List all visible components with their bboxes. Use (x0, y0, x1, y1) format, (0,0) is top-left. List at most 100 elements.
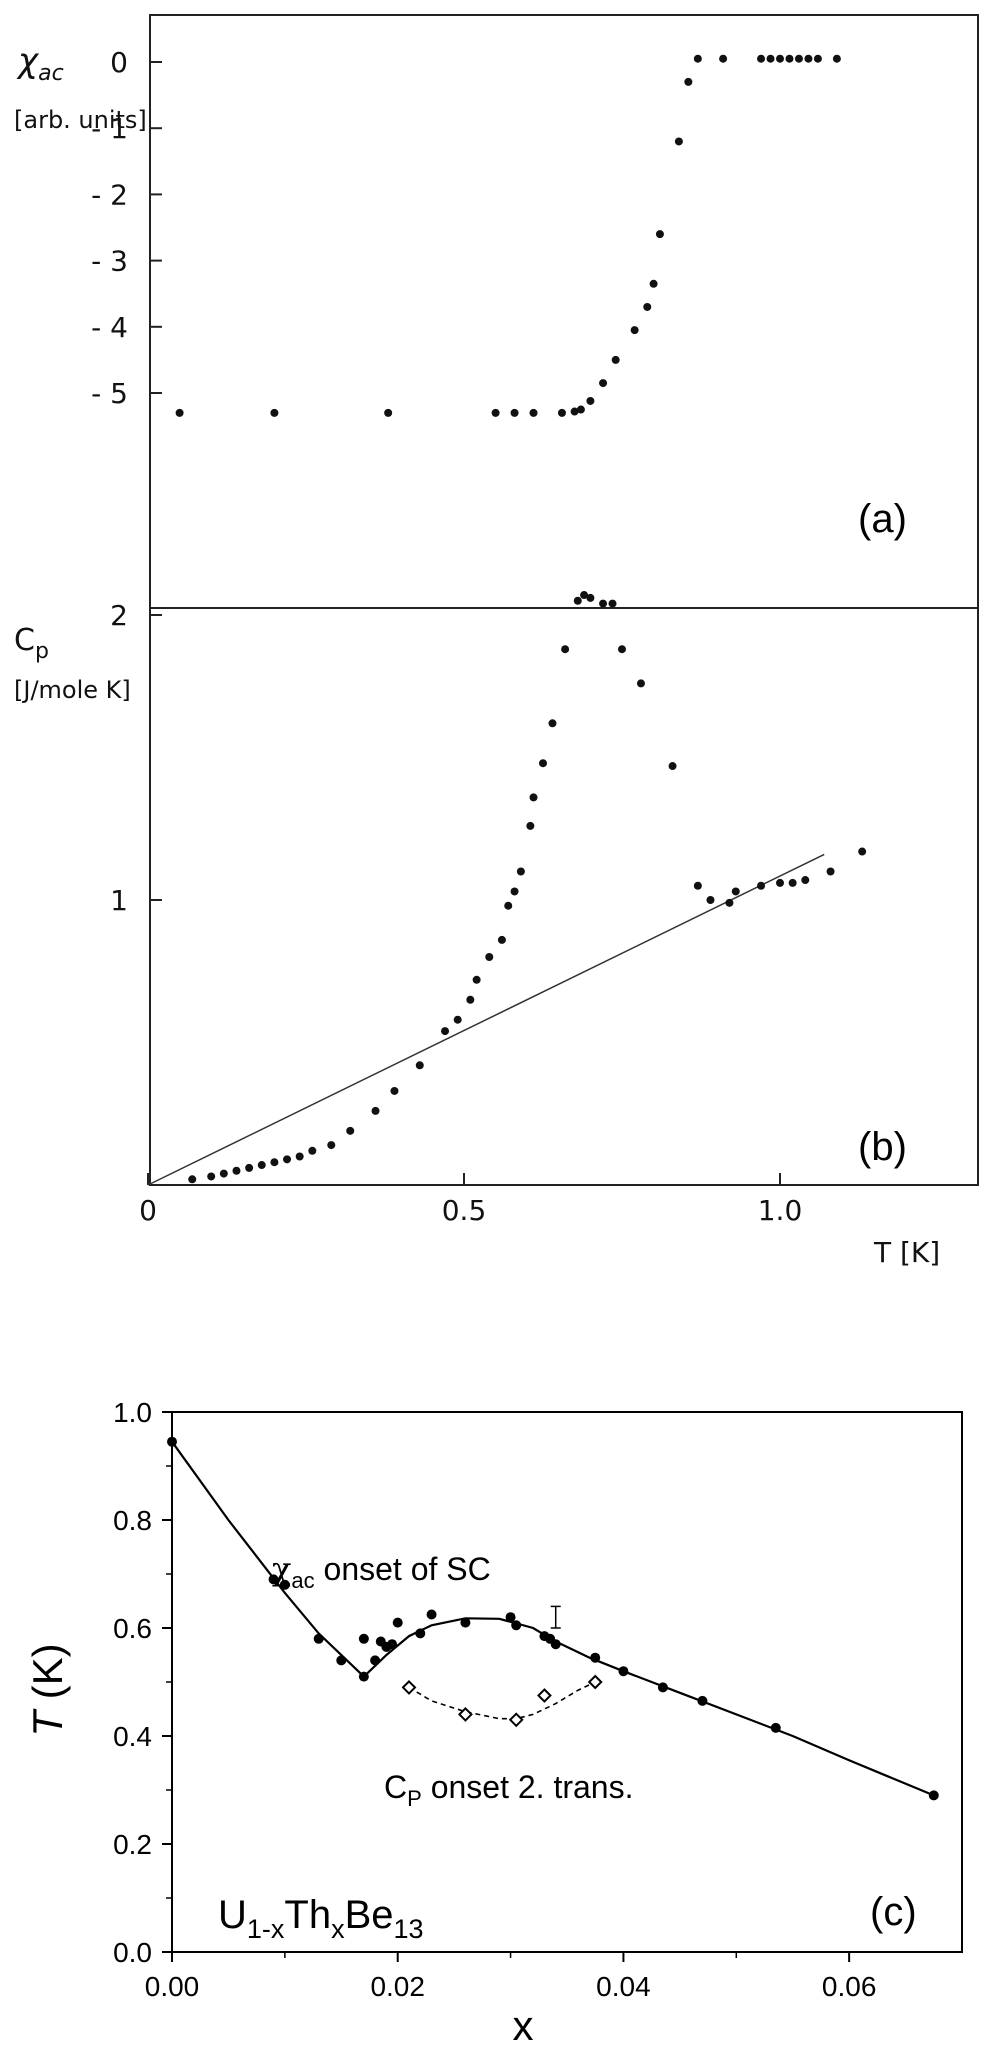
panel-a-data-point (557, 408, 566, 417)
panel-b-frame (149, 607, 979, 1186)
panel-b-data-point (693, 881, 702, 890)
annotation-cp-symbol: C (384, 1769, 407, 1805)
annotation-cp-sub: P (407, 1786, 422, 1811)
panel-c-y-ticks: 0.0 0.2 0.4 0.6 0.8 1.0 (113, 1397, 172, 1968)
panel-b-label: (b) (858, 1125, 907, 1169)
panel-a-data-point (643, 302, 652, 311)
panel-b-data-point (731, 887, 740, 896)
panel-a-frame (149, 14, 979, 609)
panel-c-diamond-point (401, 1679, 417, 1695)
panel-b-reference-line (147, 853, 825, 1186)
panel-b-data-point (858, 847, 867, 856)
panel-c-ytick-label: 0.0 (113, 1937, 152, 1968)
panel-b-data-point (757, 881, 766, 890)
panel-a-data-point (794, 54, 803, 63)
panel-a-data-point (599, 379, 608, 388)
panel-c-filled-point (392, 1617, 403, 1628)
panel-a-data-point (570, 407, 579, 416)
panel-c-annotation-cp: CP onset 2. trans. (384, 1769, 633, 1811)
panel-c-filled-point (358, 1633, 369, 1644)
panel-a-ytick-label: - 2 (91, 178, 128, 211)
panel-c-filled-point (268, 1574, 279, 1585)
panel-b-data-point (529, 793, 538, 802)
panel-b-data-point (441, 1027, 450, 1036)
panel-c-x-ticks: 0.00 0.02 0.04 0.06 (145, 1952, 877, 2002)
annotation-sc-symbol: χ (272, 1550, 291, 1588)
panel-c-filled-point (167, 1436, 177, 1447)
panel-a-data-point (719, 54, 728, 63)
panel-c-xtick-label: 0.02 (370, 1971, 425, 2002)
panel-a-ytick-label: - 5 (91, 377, 128, 410)
panel-b-data-point (453, 1015, 462, 1024)
panel-c-filled-point (336, 1655, 347, 1666)
panel-b-data-point (245, 1163, 254, 1172)
panel-b-data-point (371, 1106, 380, 1115)
panel-c-frame (171, 1411, 963, 1953)
panel-c-filled-point (460, 1617, 471, 1628)
panel-c-xtick-label: 0.06 (822, 1971, 877, 2002)
panel-b-data-point (295, 1152, 304, 1161)
panel-a-data-point (832, 54, 841, 63)
panel-c-ylabel: T (K) (24, 1643, 71, 1736)
panel-b-ylabel-units: [J/mole K] (14, 676, 131, 704)
panel-b-data-point (390, 1086, 399, 1095)
panel-c-ytick-label: 0.4 (113, 1721, 152, 1752)
panel-b-data-point (776, 878, 784, 887)
panel-c-filled-point (697, 1695, 708, 1706)
panel-a-data-point (630, 326, 639, 335)
panel-b-data-point (510, 887, 519, 896)
panel-b-data-point (346, 1126, 355, 1135)
panel-b-data-point (548, 719, 557, 728)
panel-c-filled-point (370, 1655, 381, 1666)
panel-b-data-point (668, 762, 677, 771)
panel-b-data-point (586, 593, 595, 602)
panel-c-annotation-sc: χac onset of SC (272, 1550, 491, 1593)
panel-b-ylabel-symbol: Cp (14, 623, 49, 664)
panel-c-filled-point (358, 1671, 369, 1682)
panel-c-filled-point (550, 1639, 561, 1650)
panel-a-ytick-label: - 1 (91, 112, 128, 145)
panel-c-xtick-label: 0.04 (596, 1971, 651, 2002)
panel-b-data-point (283, 1155, 292, 1164)
panel-a-data-point (649, 279, 658, 288)
panel-b-data-point (801, 876, 810, 885)
panel-a-data-point (804, 54, 813, 63)
panel-c-diamond-point (537, 1688, 552, 1703)
panel-a-data-point (586, 396, 595, 405)
annotation-sc-text: onset of SC (315, 1551, 491, 1587)
panel-c-filled-point (279, 1579, 290, 1590)
panel-b-ylabel-sub: p (35, 639, 49, 664)
panel-a-data-point (693, 54, 702, 63)
panel-c-diamond-point (458, 1706, 473, 1722)
panel-b-data-point (207, 1172, 216, 1181)
panel-c-compound-label: U1-xThxBe13 (218, 1893, 424, 1944)
panel-a-data-point (384, 408, 393, 417)
panel-b-data-point (725, 898, 734, 907)
panel-a-ylabel-symbol: χac (16, 41, 64, 86)
panel-b-data-point (472, 975, 481, 984)
panel-c-ytick-label: 1.0 (113, 1397, 152, 1428)
panel-b-points (188, 591, 867, 1184)
panel-b-data-point (415, 1061, 424, 1070)
panel-b-data-point (485, 953, 494, 961)
panel-c-xlabel: x (513, 2002, 534, 2046)
panel-c-filled-point (505, 1612, 516, 1623)
panel-a-data-point (655, 230, 664, 239)
panel-a-points (175, 54, 841, 417)
annotation-cp-text: onset 2. trans. (422, 1769, 634, 1805)
panel-c-filled-point (590, 1652, 601, 1663)
panel-a-ylabel-units: [arb. units] (14, 106, 147, 134)
panel-b-data-point (257, 1161, 266, 1170)
panel-b-data-point (516, 867, 525, 876)
panel-c-filled-point (770, 1722, 781, 1733)
panel-b-ytick-label: 1 (110, 884, 128, 917)
panel-c-second-transition-curve (408, 1681, 596, 1720)
panel-c-diamond-point (508, 1712, 524, 1728)
panel-b-x-ticks: 0 0.5 1.0 (139, 1173, 802, 1227)
annotation-sc-sub: ac (291, 1568, 314, 1593)
panel-a-data-point (757, 54, 766, 63)
panel-b-data-point (308, 1146, 317, 1155)
panel-c-xtick-label: 0.00 (145, 1971, 200, 2002)
panel-b-data-point (504, 901, 513, 910)
